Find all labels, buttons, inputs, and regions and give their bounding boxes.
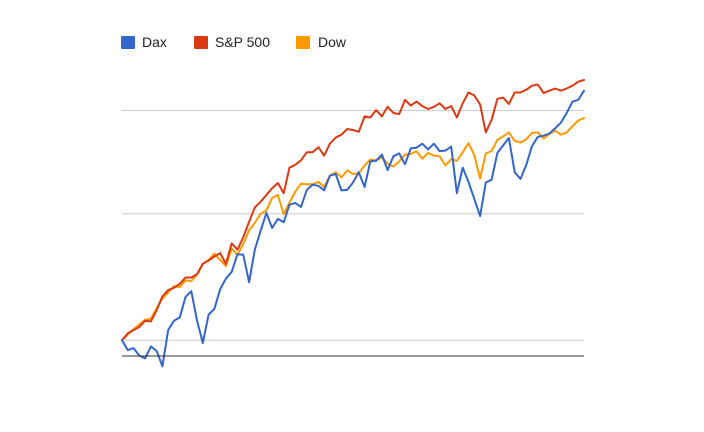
legend-swatch-dax bbox=[121, 36, 135, 49]
legend-item-dax[interactable]: Dax bbox=[121, 34, 167, 50]
legend-swatch-dow bbox=[296, 36, 310, 49]
legend-label-dax: Dax bbox=[142, 34, 167, 50]
series-line-dax[interactable] bbox=[121, 89, 585, 368]
legend-item-dow[interactable]: Dow bbox=[296, 34, 347, 50]
legend: Dax S&P 500 Dow bbox=[121, 34, 347, 50]
series-line-dow[interactable] bbox=[121, 117, 585, 342]
legend-label-sp500: S&P 500 bbox=[215, 34, 270, 50]
legend-swatch-sp500 bbox=[194, 36, 208, 49]
legend-item-sp500[interactable]: S&P 500 bbox=[194, 34, 270, 50]
legend-label-dow: Dow bbox=[318, 34, 347, 50]
gridlines bbox=[122, 110, 584, 341]
series-line-sp500[interactable] bbox=[121, 79, 585, 342]
plot-area bbox=[121, 79, 585, 368]
